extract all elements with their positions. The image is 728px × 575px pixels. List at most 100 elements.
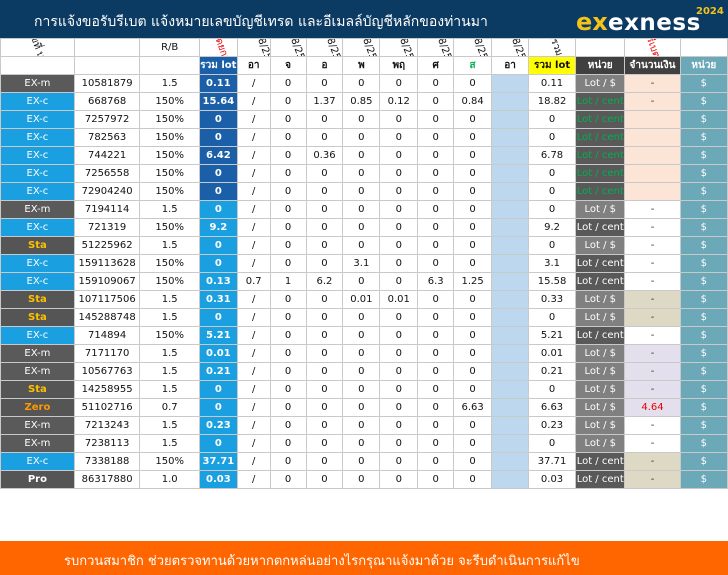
day-value: 0 [453, 452, 493, 471]
day-value: 0 [269, 344, 307, 363]
table-row: Pro 86317880 1.0 0.03/0 0 0 0 0 0 0.03 Lot / cent -… [0, 470, 728, 489]
date-head: 22/8/2567 [379, 38, 419, 57]
unit-value: Lot / $ [575, 362, 626, 381]
table-row: EX-m 7238113 1.5 0/0 0 0 0 0 0 0 Lot / $ - $ [0, 434, 728, 453]
day-value: 0 [269, 326, 307, 345]
day-value: 0 [379, 326, 419, 345]
day-value: 0 [453, 182, 493, 201]
day-value: 0 [379, 434, 419, 453]
day-value [491, 416, 529, 435]
day-value: 0 [342, 362, 381, 381]
rb-value: 150% [139, 146, 200, 165]
unit-value: Lot / cent [575, 110, 626, 129]
sum-lot-label: รวม lot [198, 56, 238, 75]
day-value: 0 [379, 236, 419, 255]
account-type: EX-m [0, 434, 75, 453]
table-row: EX-c 72904240 150% 0/0 0 0 0 0 0 0 Lot / cent $ [0, 182, 728, 201]
carried-total: 5.21 [198, 326, 238, 345]
day-label: ส [453, 56, 493, 75]
account-number: 7256558 [73, 164, 141, 183]
table-row: EX-c 782563 150% 0/0 0 0 0 0 0 0 Lot / cent $ [0, 128, 728, 147]
day-value: / [236, 452, 271, 471]
day-value: 0 [305, 218, 344, 237]
day-value: 0.01 [342, 290, 381, 309]
account-number: 7194114 [73, 200, 141, 219]
day-value [491, 236, 529, 255]
day-value: 0 [417, 398, 455, 417]
table-row: EX-m 10567763 1.5 0.21/0 0 0 0 0 0 0.21 Lot / $ - $ [0, 362, 728, 381]
unit-value: Lot / $ [575, 434, 626, 453]
day-value: 0 [453, 308, 493, 327]
day-value: 0.7 [236, 272, 271, 291]
day-value: 0 [269, 470, 307, 489]
day-value: 0 [417, 380, 455, 399]
account-type: EX-c [0, 254, 75, 273]
day-value: 0 [379, 470, 419, 489]
day-value: 0 [305, 452, 344, 471]
currency-unit: $ [679, 218, 728, 237]
day-value: 0 [269, 128, 307, 147]
rebate-amount: - [624, 236, 681, 255]
sum-lot2-label: รวม lot [527, 56, 577, 75]
day-value: 0 [305, 398, 344, 417]
day-value: 0 [305, 110, 344, 129]
account-number: 10567763 [73, 362, 141, 381]
rebate-amount: - [624, 200, 681, 219]
rebate-amount: - [624, 326, 681, 345]
day-value: 0 [269, 398, 307, 417]
day-value: 0 [379, 164, 419, 183]
table-row: EX-c 159113628 150% 0/0 0 3.1 0 0 0 3.1 Lot / cent… [0, 254, 728, 273]
unit2-label: หน่วย [679, 56, 728, 75]
carried-total: 0.21 [198, 362, 238, 381]
day-value: 0 [453, 362, 493, 381]
unit-value: Lot / $ [575, 344, 626, 363]
day-value: 0 [453, 416, 493, 435]
day-value: 1 [269, 272, 307, 291]
day-value [491, 362, 529, 381]
currency-unit: $ [679, 74, 728, 93]
sum-lot: 0 [527, 236, 577, 255]
currency-unit: $ [679, 164, 728, 183]
carried-total: 0 [198, 308, 238, 327]
day-value: 0 [269, 416, 307, 435]
unit-value: Lot / $ [575, 308, 626, 327]
header-banner: การแจ้งขอรับรีเบต แจ้งหมายเลขบัญชีเทรด แ… [0, 0, 728, 38]
day-value [491, 146, 529, 165]
sum-lot: 6.63 [527, 398, 577, 417]
day-value: 0 [379, 110, 419, 129]
day-value: 0 [305, 308, 344, 327]
day-value: 0 [269, 146, 307, 165]
day-value: 0 [417, 200, 455, 219]
sum-lot: 6.78 [527, 146, 577, 165]
carried-total: 0 [198, 200, 238, 219]
day-value: 0 [417, 146, 455, 165]
day-value: 0 [453, 218, 493, 237]
account-number: 744221 [73, 146, 141, 165]
day-value: 0 [417, 308, 455, 327]
account-type: EX-c [0, 452, 75, 471]
account-type: Zero [0, 398, 75, 417]
day-value: 0 [305, 182, 344, 201]
carried-total: 0 [198, 254, 238, 273]
day-value: / [236, 110, 271, 129]
day-label: ศ [417, 56, 455, 75]
sum-lot: 0.33 [527, 290, 577, 309]
day-value: 0 [453, 254, 493, 273]
sum-lot: 0.03 [527, 470, 577, 489]
carried-total: 0 [198, 128, 238, 147]
day-value: 6.3 [417, 272, 455, 291]
day-value: 0 [305, 164, 344, 183]
currency-unit: $ [679, 398, 728, 417]
account-type: EX-m [0, 416, 75, 435]
rb-value: 1.5 [139, 344, 200, 363]
rb-value: 1.5 [139, 74, 200, 93]
day-value [491, 434, 529, 453]
day-value: 0 [417, 110, 455, 129]
account-type: EX-c [0, 164, 75, 183]
sum-lot: 9.2 [527, 218, 577, 237]
day-value: 1.25 [453, 272, 493, 291]
day-value: 0 [453, 290, 493, 309]
day-value: 0 [269, 452, 307, 471]
day-value: 0 [305, 470, 344, 489]
day-value: 0 [417, 470, 455, 489]
